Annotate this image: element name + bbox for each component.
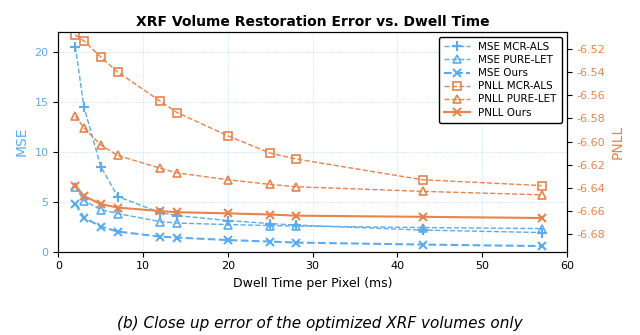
- MSE PURE-LET: [538, 226, 545, 230]
- PNLL MCR-ALS: [266, 151, 274, 155]
- MSE Ours: [173, 236, 181, 240]
- Text: (b) Close up error of the optimized XRF volumes only: (b) Close up error of the optimized XRF …: [117, 316, 523, 331]
- MSE PURE-LET: [97, 208, 104, 212]
- PNLL PURE-LET: [224, 178, 232, 182]
- MSE Ours: [80, 215, 88, 219]
- PNLL PURE-LET: [72, 114, 79, 118]
- MSE Ours: [538, 244, 545, 248]
- MSE PURE-LET: [224, 222, 232, 226]
- PNLL Ours: [538, 216, 545, 220]
- PNLL Ours: [156, 209, 164, 213]
- PNLL MCR-ALS: [156, 99, 164, 103]
- Line: MSE PURE-LET: MSE PURE-LET: [71, 182, 546, 233]
- MSE Ours: [224, 238, 232, 242]
- MSE Ours: [266, 240, 274, 244]
- PNLL PURE-LET: [419, 189, 427, 193]
- PNLL MCR-ALS: [72, 33, 79, 37]
- PNLL PURE-LET: [80, 126, 88, 130]
- PNLL PURE-LET: [97, 143, 104, 147]
- MSE MCR-ALS: [114, 195, 122, 199]
- MSE PURE-LET: [292, 224, 300, 228]
- PNLL MCR-ALS: [419, 178, 427, 182]
- Line: PNLL MCR-ALS: PNLL MCR-ALS: [71, 31, 546, 190]
- PNLL PURE-LET: [114, 153, 122, 157]
- PNLL PURE-LET: [173, 171, 181, 175]
- PNLL MCR-ALS: [538, 184, 545, 188]
- X-axis label: Dwell Time per Pixel (ms): Dwell Time per Pixel (ms): [233, 277, 392, 290]
- MSE Ours: [72, 202, 79, 206]
- PNLL MCR-ALS: [114, 70, 122, 74]
- PNLL PURE-LET: [538, 193, 545, 197]
- MSE PURE-LET: [80, 199, 88, 203]
- PNLL Ours: [114, 206, 122, 210]
- MSE MCR-ALS: [80, 105, 88, 109]
- PNLL Ours: [292, 214, 300, 218]
- MSE PURE-LET: [266, 223, 274, 227]
- Y-axis label: PNLL: PNLL: [611, 124, 625, 159]
- MSE PURE-LET: [173, 221, 181, 225]
- PNLL MCR-ALS: [292, 157, 300, 161]
- MSE PURE-LET: [114, 212, 122, 216]
- MSE Ours: [156, 234, 164, 239]
- MSE MCR-ALS: [72, 45, 79, 49]
- MSE MCR-ALS: [292, 223, 300, 227]
- MSE MCR-ALS: [156, 211, 164, 215]
- Line: MSE MCR-ALS: MSE MCR-ALS: [70, 42, 547, 238]
- PNLL Ours: [173, 210, 181, 214]
- MSE Ours: [97, 224, 104, 228]
- PNLL Ours: [97, 202, 104, 206]
- PNLL PURE-LET: [156, 166, 164, 170]
- PNLL PURE-LET: [292, 185, 300, 189]
- MSE PURE-LET: [72, 185, 79, 189]
- PNLL Ours: [266, 212, 274, 216]
- MSE Ours: [292, 241, 300, 245]
- Title: XRF Volume Restoration Error vs. Dwell Time: XRF Volume Restoration Error vs. Dwell T…: [136, 15, 490, 29]
- MSE Ours: [419, 243, 427, 247]
- PNLL Ours: [419, 215, 427, 219]
- MSE PURE-LET: [156, 219, 164, 223]
- PNLL MCR-ALS: [80, 39, 88, 43]
- PNLL MCR-ALS: [97, 55, 104, 59]
- MSE MCR-ALS: [538, 230, 545, 234]
- Legend: MSE MCR-ALS, MSE PURE-LET, MSE Ours, PNLL MCR-ALS, PNLL PURE-LET, PNLL Ours: MSE MCR-ALS, MSE PURE-LET, MSE Ours, PNL…: [438, 37, 562, 123]
- PNLL MCR-ALS: [173, 111, 181, 115]
- PNLL Ours: [224, 211, 232, 215]
- MSE MCR-ALS: [266, 221, 274, 225]
- PNLL Ours: [72, 184, 79, 188]
- MSE PURE-LET: [419, 225, 427, 229]
- MSE MCR-ALS: [224, 218, 232, 222]
- Line: PNLL PURE-LET: PNLL PURE-LET: [71, 112, 546, 199]
- MSE MCR-ALS: [173, 213, 181, 217]
- PNLL PURE-LET: [266, 182, 274, 186]
- PNLL MCR-ALS: [224, 134, 232, 138]
- MSE MCR-ALS: [419, 228, 427, 232]
- Line: PNLL Ours: PNLL Ours: [71, 181, 546, 222]
- Line: MSE Ours: MSE Ours: [71, 199, 546, 250]
- MSE MCR-ALS: [97, 164, 104, 169]
- Y-axis label: MSE: MSE: [15, 127, 29, 156]
- MSE Ours: [114, 229, 122, 233]
- PNLL Ours: [80, 194, 88, 198]
